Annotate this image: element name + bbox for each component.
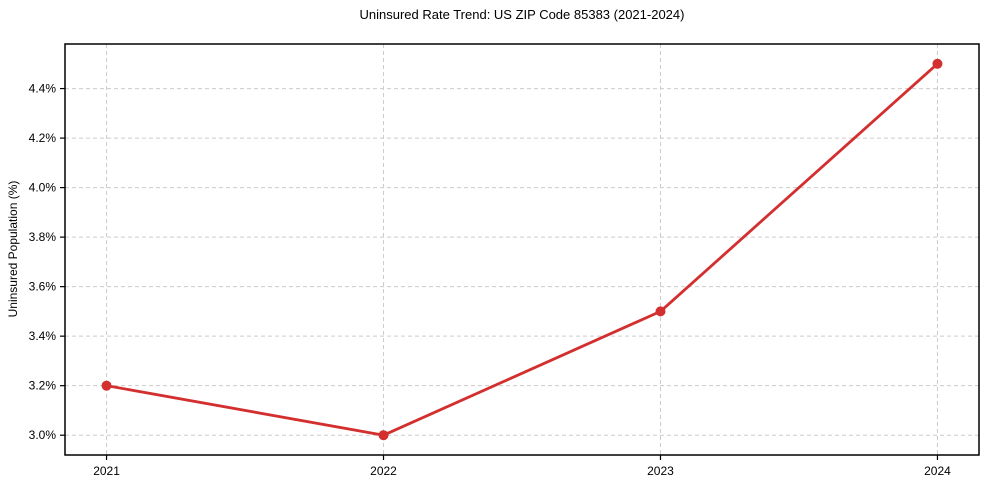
x-tick-label: 2024	[924, 464, 951, 478]
x-tick-label: 2021	[93, 464, 120, 478]
y-tick-label: 3.8%	[29, 230, 57, 244]
y-tick-label: 4.2%	[29, 131, 57, 145]
x-tick-label: 2023	[647, 464, 674, 478]
y-tick-label: 3.2%	[29, 379, 57, 393]
data-point	[932, 58, 943, 69]
y-tick-label: 3.4%	[29, 329, 57, 343]
data-point	[655, 306, 666, 317]
plot-border	[64, 43, 980, 456]
y-tick-label: 4.0%	[29, 181, 57, 195]
y-tick-label: 3.0%	[29, 428, 57, 442]
data-point	[378, 430, 389, 441]
y-tick-label: 4.4%	[29, 82, 57, 96]
chart-title: Uninsured Rate Trend: US ZIP Code 85383 …	[359, 7, 685, 22]
x-tick-label: 2022	[370, 464, 397, 478]
data-point	[101, 380, 112, 391]
trend-line	[105, 62, 939, 437]
y-tick-label: 3.6%	[29, 280, 57, 294]
